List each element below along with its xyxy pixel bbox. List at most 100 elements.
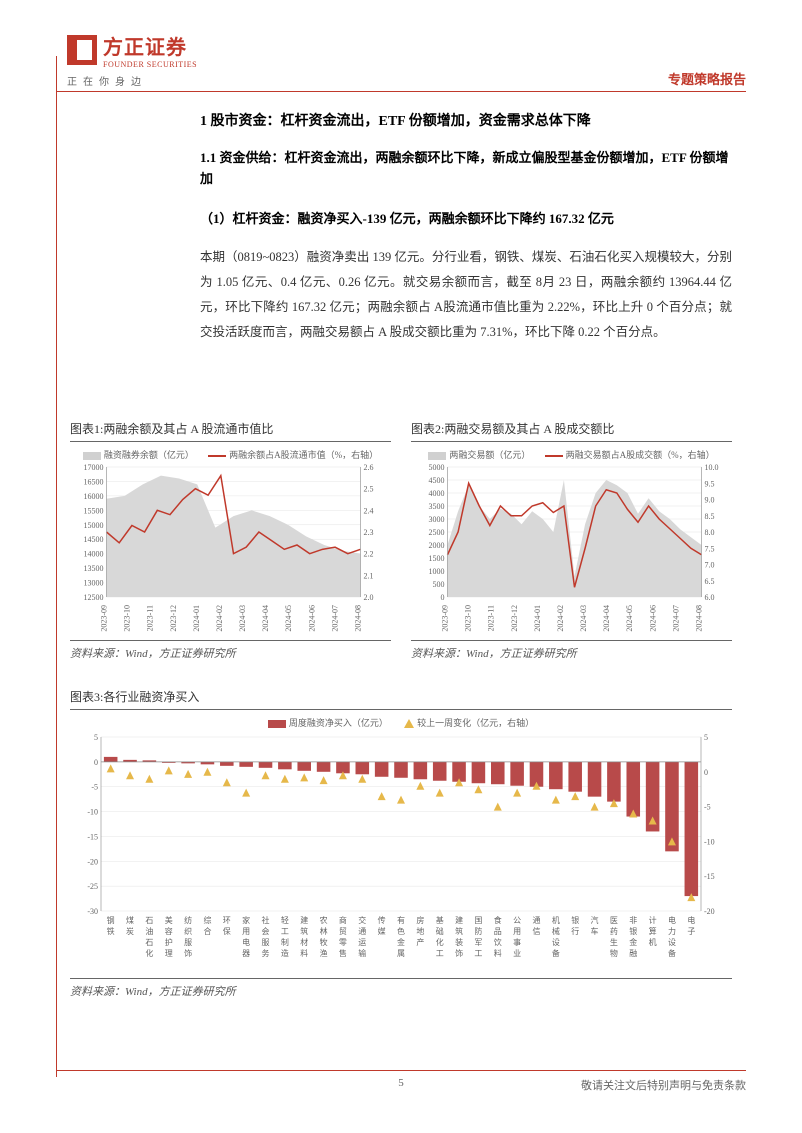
svg-text:-30: -30 (87, 907, 98, 916)
svg-text:造: 造 (281, 948, 289, 958)
svg-text:容: 容 (165, 926, 173, 936)
svg-text:2.5: 2.5 (364, 485, 374, 494)
svg-text:9.5: 9.5 (705, 479, 715, 488)
chart3-legend-a: 周度融资净买入（亿元） (289, 718, 388, 728)
svg-text:服: 服 (184, 938, 192, 947)
page-footer: 5 敬请关注文后特别声明与免责条款 (56, 1070, 746, 1093)
svg-text:环: 环 (223, 916, 231, 925)
svg-text:农: 农 (320, 915, 328, 925)
svg-text:1000: 1000 (429, 567, 445, 576)
svg-text:石: 石 (145, 916, 153, 925)
chart3-legend-b: 较上一周变化（亿元，右轴） (417, 718, 534, 728)
svg-text:牧: 牧 (320, 937, 328, 947)
svg-text:8.0: 8.0 (705, 528, 715, 537)
svg-text:工: 工 (281, 927, 289, 936)
svg-text:国: 国 (474, 916, 482, 925)
svg-text:林: 林 (320, 926, 328, 936)
svg-text:护: 护 (165, 937, 173, 947)
svg-text:媒: 媒 (378, 927, 386, 936)
svg-text:设: 设 (668, 937, 676, 947)
svg-text:机: 机 (649, 937, 657, 947)
svg-text:14000: 14000 (84, 550, 104, 559)
svg-text:1500: 1500 (429, 554, 445, 563)
svg-text:有: 有 (397, 915, 405, 925)
legend-line-icon (208, 455, 226, 457)
svg-text:基: 基 (436, 915, 444, 925)
svg-text:装: 装 (455, 937, 463, 947)
svg-text:计: 计 (649, 915, 657, 925)
svg-text:化: 化 (436, 937, 444, 947)
svg-text:材: 材 (300, 937, 308, 947)
svg-text:13000: 13000 (84, 579, 104, 588)
svg-text:工: 工 (436, 949, 444, 958)
charts-row: 图表1:两融余额及其占 A 股流通市值比 融资融券余额（亿元） 两融余额占A股流… (70, 420, 732, 661)
svg-text:器: 器 (242, 949, 250, 958)
svg-text:房: 房 (416, 915, 424, 925)
svg-text:制: 制 (281, 937, 289, 947)
logo-text-cn: 方正证券 (103, 31, 197, 60)
svg-text:机: 机 (552, 915, 560, 925)
svg-text:工: 工 (474, 949, 482, 958)
svg-text:金: 金 (397, 937, 405, 947)
svg-text:公: 公 (513, 916, 521, 925)
svg-text:军: 军 (474, 938, 482, 947)
svg-text:保: 保 (223, 926, 231, 936)
svg-text:饰: 饰 (455, 948, 463, 958)
svg-text:电: 电 (668, 915, 676, 925)
svg-text:务: 务 (262, 948, 270, 958)
svg-text:合: 合 (203, 926, 211, 936)
svg-text:理: 理 (165, 949, 173, 958)
chart1-block: 图表1:两融余额及其占 A 股流通市值比 融资融券余额（亿元） 两融余额占A股流… (70, 420, 391, 661)
logo-tagline: 正在你身边 (67, 73, 197, 88)
svg-text:2023-09: 2023-09 (100, 605, 109, 632)
svg-text:-20: -20 (87, 857, 98, 866)
section-h1: 1 股市资金：杠杆资金流出，ETF 份额增加，资金需求总体下降 (200, 110, 732, 130)
svg-text:事: 事 (513, 937, 521, 947)
svg-text:运: 运 (358, 938, 366, 947)
svg-text:0: 0 (441, 593, 445, 602)
svg-text:2023-11: 2023-11 (487, 605, 496, 631)
svg-text:油: 油 (145, 926, 153, 936)
svg-text:医: 医 (610, 916, 618, 925)
svg-text:17000: 17000 (84, 463, 104, 472)
chart1-legend: 融资融券余额（亿元） 两融余额占A股流通市值（%，右轴） (70, 448, 391, 461)
svg-text:2024-08: 2024-08 (695, 605, 704, 632)
svg-text:-10: -10 (87, 808, 98, 817)
svg-text:轻: 轻 (281, 915, 289, 925)
logo-block: 方正证券 FOUNDER SECURITIES 正在你身边 (67, 31, 197, 88)
svg-text:钢: 钢 (107, 915, 115, 925)
svg-text:建: 建 (455, 915, 463, 925)
svg-text:10.0: 10.0 (705, 463, 719, 472)
svg-text:-5: -5 (91, 783, 98, 792)
svg-text:铁: 铁 (107, 926, 115, 936)
svg-text:2024-06: 2024-06 (648, 605, 657, 632)
svg-text:2023-12: 2023-12 (510, 605, 519, 632)
svg-text:础: 础 (436, 926, 444, 936)
svg-text:属: 属 (397, 949, 405, 958)
svg-text:-15: -15 (704, 872, 715, 881)
svg-text:2024-05: 2024-05 (284, 605, 293, 632)
svg-text:行: 行 (571, 926, 579, 936)
chart2-legend: 两融交易额（亿元） 两融交易额占A股成交额（%，右轴） (411, 448, 732, 461)
legend-bar-icon (268, 720, 286, 728)
svg-text:渔: 渔 (320, 948, 328, 958)
svg-text:业: 业 (513, 948, 521, 958)
svg-text:3000: 3000 (429, 515, 445, 524)
svg-text:-25: -25 (87, 882, 98, 891)
svg-text:石: 石 (145, 938, 153, 947)
svg-text:2.1: 2.1 (364, 571, 374, 580)
svg-text:融: 融 (629, 948, 637, 958)
svg-text:售: 售 (339, 948, 347, 958)
svg-text:7.0: 7.0 (705, 561, 715, 570)
svg-text:美: 美 (165, 915, 173, 925)
svg-text:14500: 14500 (84, 535, 104, 544)
svg-text:2024-03: 2024-03 (238, 605, 247, 632)
svg-text:械: 械 (552, 926, 560, 936)
logo-icon (67, 35, 97, 65)
svg-text:煤: 煤 (126, 915, 134, 925)
svg-text:7.5: 7.5 (705, 544, 715, 553)
svg-text:零: 零 (339, 938, 347, 947)
svg-text:织: 织 (184, 926, 192, 936)
svg-text:12500: 12500 (84, 593, 104, 602)
svg-text:-20: -20 (704, 907, 715, 916)
